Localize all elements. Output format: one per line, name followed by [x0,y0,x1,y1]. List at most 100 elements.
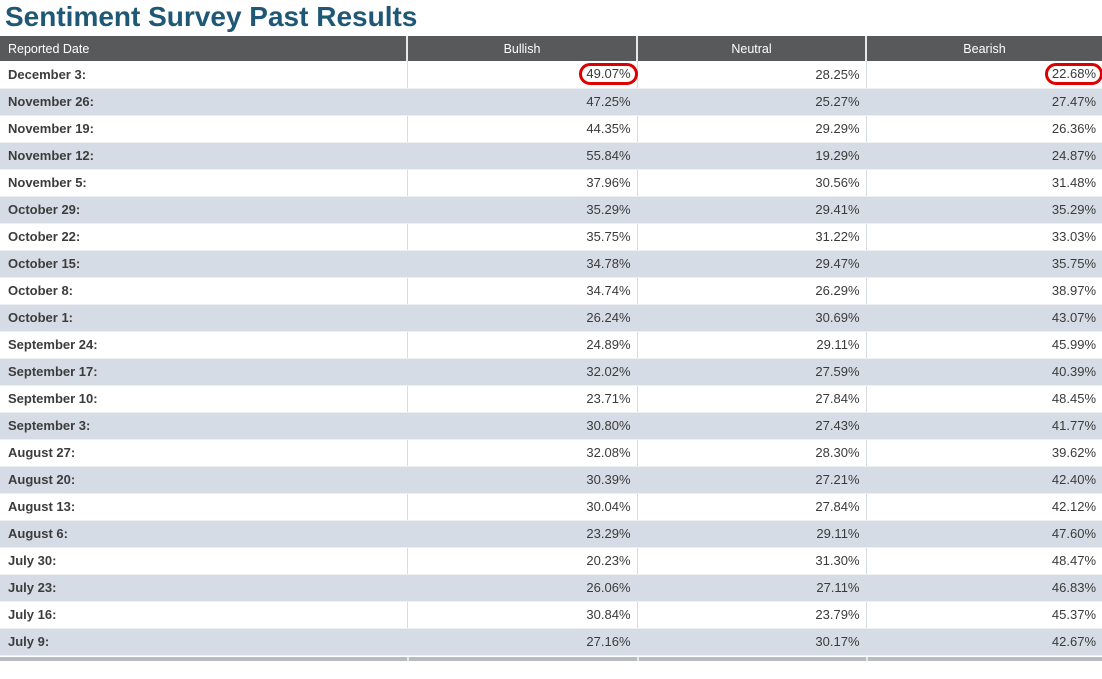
neutral-value-cell: 27.43% [636,412,866,440]
bearish-value-cell: 35.29% [865,196,1102,224]
bearish-value-cell: 39.62% [865,439,1102,467]
bullish-value-cell: 23.29% [406,520,637,548]
bearish-value-cell: 26.36% [865,115,1102,143]
bearish-value-cell: 33.03% [865,223,1102,251]
table-row: September 17: 32.02% 27.59% 40.39% [0,358,1102,386]
table-header: Reported Date Bullish Neutral Bearish [0,36,1102,61]
bullish-value-cell: 34.78% [406,250,637,278]
page-title: Sentiment Survey Past Results [5,1,418,32]
table-row: July 23: 26.06% 27.11% 46.83% [0,574,1102,602]
bearish-value-cell: 46.83% [865,574,1102,602]
bullish-value-cell: 47.25% [406,88,637,116]
footer-strip-segment [637,656,866,661]
bullish-value-cell: 20.23% [406,547,637,575]
reported-date-cell: November 5: [0,169,407,197]
neutral-value-cell: 27.21% [636,466,866,494]
bullish-value-cell: 55.84% [406,142,637,170]
bullish-value-cell: 32.02% [406,358,637,386]
table-row: November 12: 55.84% 19.29% 24.87% [0,142,1102,170]
bearish-value-cell: 42.12% [865,493,1102,521]
bearish-value-cell: 43.07% [865,304,1102,332]
neutral-value-cell: 23.79% [636,601,866,629]
bearish-value-cell: 47.60% [865,520,1102,548]
table-row: August 13: 30.04% 27.84% 42.12% [0,493,1102,521]
table-row: July 16: 30.84% 23.79% 45.37% [0,601,1102,629]
bullish-value-cell: 37.96% [406,169,637,197]
reported-date-cell: August 20: [0,466,407,494]
neutral-value-cell: 19.29% [636,142,866,170]
bullish-value-cell: 30.04% [406,493,637,521]
reported-date-cell: August 27: [0,439,407,467]
reported-date-cell: August 13: [0,493,407,521]
neutral-value-cell: 27.11% [636,574,866,602]
bullish-value-cell: 23.71% [406,385,637,413]
bearish-value-cell: 42.40% [865,466,1102,494]
reported-date-cell: December 3: [0,61,407,89]
neutral-value-cell: 29.47% [636,250,866,278]
table-row: October 8: 34.74% 26.29% 38.97% [0,277,1102,305]
reported-date-cell: October 8: [0,277,407,305]
sentiment-survey-table: Reported Date Bullish Neutral Bearish De… [0,36,1102,656]
reported-date-cell: September 17: [0,358,407,386]
red-circle-highlight: 49.07% [579,63,638,86]
column-header-bearish: Bearish [865,36,1102,61]
neutral-value-cell: 27.59% [636,358,866,386]
table-row: December 3: 49.07% 28.25% 22.68% [0,61,1102,89]
neutral-value-cell: 29.11% [636,520,866,548]
neutral-value-cell: 27.84% [636,385,866,413]
table-header-row: Reported Date Bullish Neutral Bearish [0,36,1102,61]
column-header-reported-date: Reported Date [0,36,407,61]
bullish-value-cell: 24.89% [406,331,637,359]
bearish-value-cell: 38.97% [865,277,1102,305]
neutral-value-cell: 30.69% [636,304,866,332]
neutral-value-cell: 28.25% [636,61,866,89]
footer-strip-segment [0,656,407,661]
table-row: September 24: 24.89% 29.11% 45.99% [0,331,1102,359]
reported-date-cell: September 10: [0,385,407,413]
bullish-value-cell: 30.84% [406,601,637,629]
bearish-value-cell: 24.87% [865,142,1102,170]
neutral-value-cell: 31.30% [636,547,866,575]
reported-date-cell: October 15: [0,250,407,278]
column-header-bullish: Bullish [406,36,637,61]
table-row: October 22: 35.75% 31.22% 33.03% [0,223,1102,251]
table-footer-strip [0,656,1102,661]
bearish-value-cell: 31.48% [865,169,1102,197]
reported-date-cell: September 3: [0,412,407,440]
bullish-value-cell: 49.07% [406,61,638,89]
bullish-value-cell: 44.35% [406,115,637,143]
neutral-value-cell: 29.29% [636,115,866,143]
reported-date-cell: July 23: [0,574,407,602]
bullish-value-cell: 26.24% [406,304,637,332]
reported-date-cell: November 19: [0,115,407,143]
bearish-value-cell: 42.67% [865,628,1102,656]
table-row: November 19: 44.35% 29.29% 26.36% [0,115,1102,143]
bullish-value-cell: 30.80% [406,412,637,440]
table-row: August 27: 32.08% 28.30% 39.62% [0,439,1102,467]
reported-date-cell: October 29: [0,196,407,224]
bullish-value-cell: 26.06% [406,574,637,602]
reported-date-cell: July 9: [0,628,407,656]
table-row: August 6: 23.29% 29.11% 47.60% [0,520,1102,548]
bearish-value-cell: 40.39% [865,358,1102,386]
footer-strip-segment [866,656,1102,661]
bearish-value-cell: 45.99% [865,331,1102,359]
table-row: November 5: 37.96% 30.56% 31.48% [0,169,1102,197]
bullish-value-cell: 34.74% [406,277,637,305]
table-row: October 1: 26.24% 30.69% 43.07% [0,304,1102,332]
table-row: July 30: 20.23% 31.30% 48.47% [0,547,1102,575]
bearish-value-cell: 48.45% [865,385,1102,413]
bullish-value-cell: 30.39% [406,466,637,494]
reported-date-cell: July 30: [0,547,407,575]
table-body: December 3: 49.07% 28.25% 22.68% November 26… [0,61,1102,656]
bearish-value-cell: 35.75% [865,250,1102,278]
neutral-value-cell: 30.56% [636,169,866,197]
table-row: September 3: 30.80% 27.43% 41.77% [0,412,1102,440]
neutral-value-cell: 26.29% [636,277,866,305]
table-row: August 20: 30.39% 27.21% 42.40% [0,466,1102,494]
neutral-value-cell: 29.11% [636,331,866,359]
neutral-value-cell: 25.27% [636,88,866,116]
neutral-value-cell: 27.84% [636,493,866,521]
neutral-value-cell: 29.41% [636,196,866,224]
reported-date-cell: November 12: [0,142,407,170]
